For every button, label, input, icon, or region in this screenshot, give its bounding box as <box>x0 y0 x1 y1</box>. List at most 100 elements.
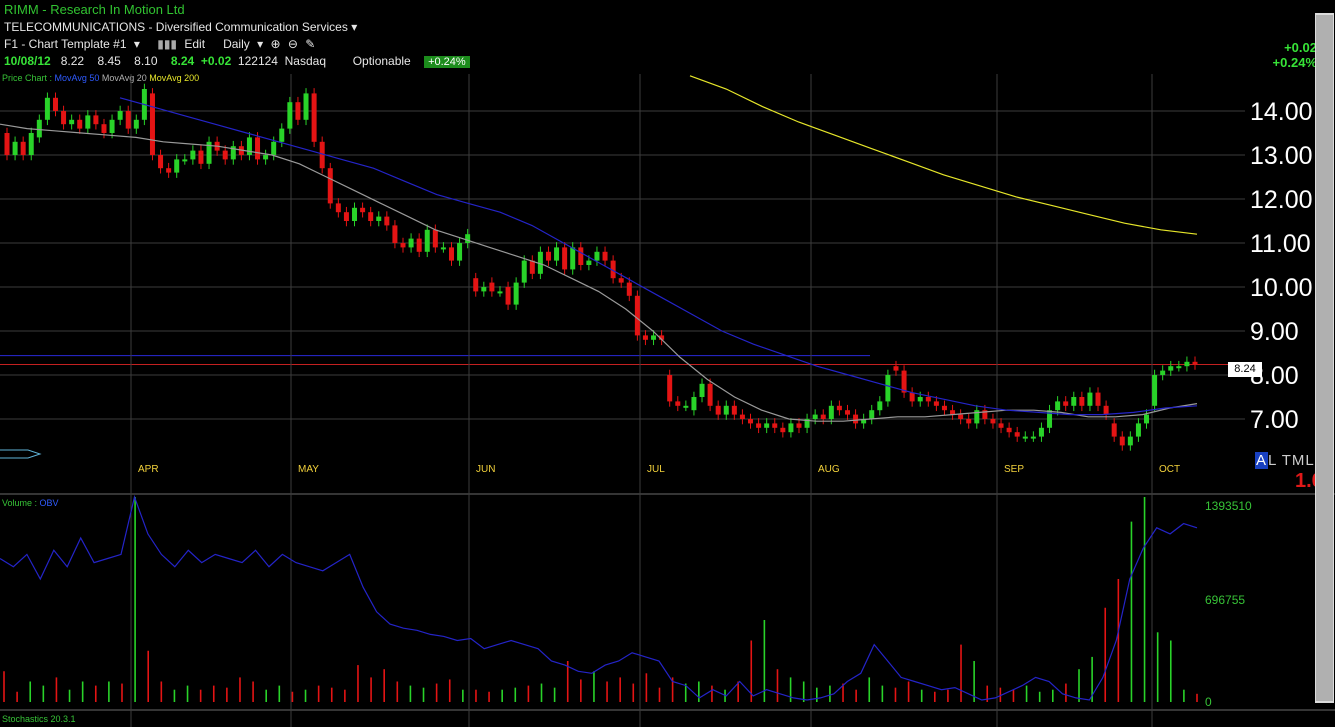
legend-stochastics[interactable]: Stochastics 20.3.1 <box>2 714 76 724</box>
candle-body <box>149 93 155 155</box>
quote-open: 8.22 <box>60 54 85 68</box>
candle-body <box>683 405 689 408</box>
month-label: SEP <box>1004 464 1024 475</box>
edit-button[interactable]: ▮▮▮ Edit <box>157 37 209 51</box>
candle-body <box>20 141 26 155</box>
candle-body <box>554 247 560 261</box>
candle-body <box>1192 361 1198 365</box>
candle-body <box>263 155 269 160</box>
candle-body <box>869 410 875 419</box>
candle-body <box>990 419 996 424</box>
candle-body <box>1160 370 1166 375</box>
candle-body <box>1071 397 1077 406</box>
bar-chart-icon: ▮▮▮ <box>157 37 178 51</box>
candle-body <box>626 282 632 296</box>
candle-body <box>756 423 762 428</box>
candle-body <box>481 287 487 292</box>
last-price-marker: 8.24 <box>1228 362 1262 377</box>
change-summary: +0.02 +0.24% <box>1273 40 1317 70</box>
indicator-switch[interactable]: AL TML <box>1255 452 1315 469</box>
zoom-in-icon[interactable]: ⊕ <box>270 37 281 51</box>
candle-body <box>1103 405 1109 415</box>
candle-body <box>578 247 584 265</box>
candle-body <box>4 133 10 155</box>
quote-low: 8.10 <box>134 54 158 68</box>
price-tick-label: 14.00 <box>1250 98 1313 126</box>
legend-obv[interactable]: OBV <box>39 498 59 508</box>
sector-dropdown[interactable]: TELECOMMUNICATIONS - Diversified Communi… <box>4 20 357 34</box>
legend-ma20[interactable]: MovAvg 20 <box>101 73 147 83</box>
candle-body <box>917 397 923 402</box>
candle-body <box>392 225 398 243</box>
candle-body <box>966 419 972 424</box>
vertical-scrollbar[interactable] <box>1315 13 1334 703</box>
candle-body <box>586 260 592 265</box>
candle-body <box>1119 436 1125 446</box>
candle-body <box>1079 397 1085 406</box>
candle-body <box>1022 436 1028 439</box>
candle-body <box>1055 401 1061 411</box>
obv-line <box>0 494 1198 701</box>
candle-body <box>505 287 511 305</box>
change-abs: +0.02 <box>1284 40 1317 55</box>
legend-ma50[interactable]: MovAvg 50 <box>54 73 100 83</box>
candle-body <box>246 137 252 155</box>
candle-body <box>1063 401 1069 406</box>
quote-high: 8.45 <box>97 54 121 68</box>
candle-body <box>230 146 236 160</box>
candle-body <box>764 423 770 428</box>
candle-body <box>788 423 794 433</box>
price-tick-label: 13.00 <box>1250 142 1313 170</box>
candle-body <box>1014 432 1020 437</box>
period-dropdown[interactable]: Daily ▾ <box>223 37 264 51</box>
candle-body <box>844 410 850 415</box>
price-tick-label: 11.00 <box>1250 230 1311 258</box>
candle-body <box>885 375 891 402</box>
candle-body <box>901 370 907 393</box>
candle-body <box>1006 427 1012 433</box>
template-dropdown[interactable]: F1 - Chart Template #1 ▾ <box>4 37 140 51</box>
candle-body <box>748 419 754 424</box>
candle-body <box>36 119 42 138</box>
candle-body <box>659 335 665 340</box>
pencil-icon[interactable]: ✎ <box>305 37 316 51</box>
volume-legend: Volume : OBV <box>2 498 59 508</box>
candle-body <box>950 410 956 415</box>
candle-body <box>93 115 99 125</box>
candle-body <box>1127 436 1133 446</box>
candle-body <box>958 414 964 419</box>
candle-body <box>1095 392 1101 406</box>
pct-change-badge: +0.24% <box>424 56 470 68</box>
legend-price: Price Chart : <box>2 73 53 83</box>
candle-body <box>877 401 883 411</box>
candle-body <box>998 423 1004 428</box>
price-tick-label: 12.00 <box>1250 186 1313 214</box>
indicator-a: A <box>1255 452 1269 469</box>
zoom-out-icon[interactable]: ⊖ <box>287 37 298 51</box>
candle-body <box>1168 366 1174 371</box>
chevron-down-icon: ▾ <box>351 20 358 34</box>
sector-label: TELECOMMUNICATIONS - Diversified Communi… <box>4 20 348 34</box>
candle-body <box>368 212 374 221</box>
candle-body <box>893 366 899 371</box>
candle-body <box>352 207 358 221</box>
candle-body <box>1087 392 1093 406</box>
candle-body <box>303 93 309 120</box>
candle-body <box>739 414 745 419</box>
candle-body <box>279 128 285 142</box>
candle-body <box>667 375 673 402</box>
candle-body <box>190 150 196 160</box>
candle-body <box>28 133 34 155</box>
edit-label: Edit <box>184 37 206 51</box>
candle-body <box>440 247 446 250</box>
volume-tick-label: 696755 <box>1205 593 1245 607</box>
scrollbar-thumb[interactable] <box>1316 15 1333 701</box>
candle-body <box>376 216 382 221</box>
candle-body <box>166 168 172 173</box>
candle-body <box>537 251 543 274</box>
candle-body <box>602 251 608 261</box>
legend-ma200[interactable]: MovAvg 200 <box>149 73 200 83</box>
quote-exchange: Nasdaq <box>284 54 327 68</box>
volume-tick-label: 1393510 <box>1205 499 1252 513</box>
